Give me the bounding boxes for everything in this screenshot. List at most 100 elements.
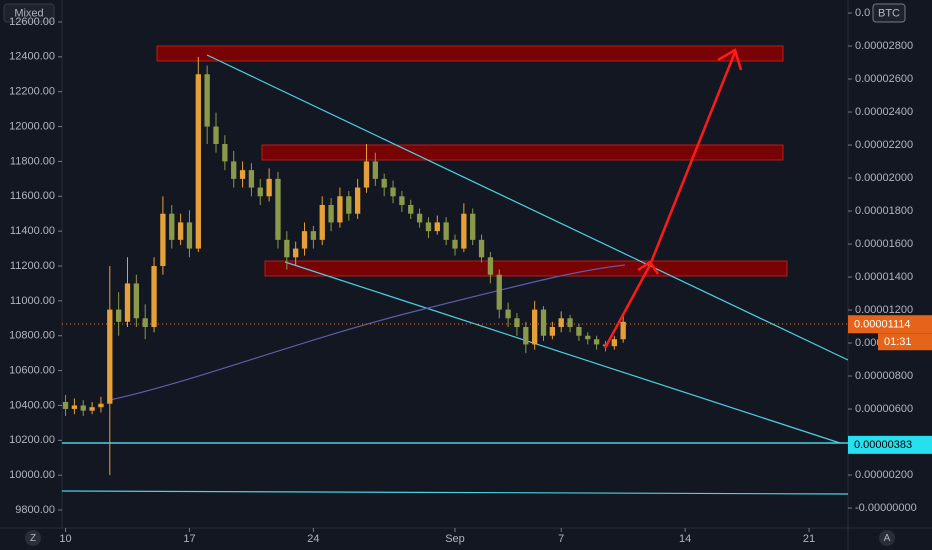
y-tick-label: 10200.00 [9,434,55,446]
x-tick-label: 24 [307,533,319,545]
candle-body [381,178,387,188]
y-tick-label: 10800.00 [9,330,55,342]
button-label[interactable]: A [884,533,891,544]
line-badge-label: 0.00000383 [854,439,912,451]
candle-body [310,231,317,240]
y2-tick-label: 0.00001400 [855,271,913,283]
y2-tick-label: 0.00001800 [855,205,913,217]
countdown-badge [878,333,932,351]
candle-body [611,339,617,347]
candle-body [354,187,361,214]
candle-body [284,239,290,258]
button[interactable] [25,530,41,546]
candle-body [337,196,343,223]
candle-body [115,309,122,322]
y2-tick-label: 0.00002600 [855,73,913,85]
candle-body [549,327,556,336]
button[interactable] [879,530,895,546]
y-tick-label: 10600.00 [9,364,55,376]
y-tick-label: 12200.00 [9,86,55,98]
candle-body [266,178,272,197]
candle-body [71,405,78,409]
candle-body [478,239,485,258]
candle-body [372,161,378,179]
candle-body [62,401,69,409]
button-label[interactable]: Z [30,533,36,544]
countdown-label: 01:31 [884,336,912,348]
candle-body [514,318,520,328]
candle-body [532,309,538,345]
y2-tick-label: 0.0 [855,7,870,19]
y-tick-label: 10000.00 [9,469,55,481]
candle-body [160,213,166,267]
y2-tick-label: 0.00001600 [855,238,913,250]
candle-body [425,222,432,232]
y2-tick-label: 0.00002200 [855,139,913,151]
candle-body [487,257,494,275]
candle-body [585,335,591,340]
candle-body [195,74,201,249]
symbol-badge[interactable] [3,3,55,23]
symbol-label[interactable]: Mixed [14,7,43,19]
x-tick-label: 10 [59,533,71,545]
line-badge [848,435,932,454]
candle-body [558,318,564,328]
candle-body [204,74,210,127]
arrow-head [637,260,660,275]
y-tick-label: 11400.00 [10,225,55,237]
unit-badge[interactable] [872,3,906,23]
candle-body [496,274,502,310]
y2-tick-label: 0.00000800 [855,370,913,382]
candle-body [80,405,86,411]
candle-body [346,196,352,214]
candle-body [443,222,449,240]
candle-body [399,196,405,205]
arrow-head [717,48,743,71]
candle-body [505,309,511,319]
candle-body [620,321,626,340]
candle-body [408,204,414,214]
unit-label[interactable]: BTC [878,7,900,19]
candle-body [593,339,600,345]
candle-body [133,283,140,319]
y2-tick-label: -0.00000000 [855,502,917,514]
price-badge-label: 0.00001114 [854,319,910,331]
y2-tick-label: 0.00002800 [855,40,913,52]
x-tick-label: 21 [803,533,815,545]
candle-body [434,222,440,232]
candle-body [124,283,131,322]
y-tick-label: 9800.00 [15,504,55,516]
x-tick-label: 7 [558,533,564,545]
candle-body [248,170,255,188]
candle-body [169,213,175,240]
candle-body [470,213,476,240]
moving-average [109,264,626,401]
candle-body [257,187,263,197]
y2-tick-label: 0.00001200 [855,304,913,316]
candle-body [231,161,237,179]
candle-body [319,204,325,240]
zone [261,144,784,161]
y2-tick-label: 0.00002000 [855,172,913,184]
price-badge [848,315,932,334]
y-tick-label: 12600.00 [9,16,55,28]
candle-body [151,266,157,328]
candle-body [461,213,467,249]
candle-body [540,309,547,336]
trend-line [284,261,841,444]
candle-body [98,403,104,408]
candle-body [186,222,193,249]
y-tick-label: 11800.00 [10,155,55,167]
y-tick-label: 10400.00 [9,399,55,411]
candle-body [416,213,423,223]
candle-body [363,161,370,188]
candle-body [390,187,396,197]
candle-body [239,170,246,179]
y2-tick-label: 0.00000200 [855,469,913,481]
candle-body [275,178,281,240]
candle-body [523,327,529,345]
y2-tick-label: 0.00002400 [855,106,913,118]
trend-line [206,54,849,361]
candle-body [576,327,582,336]
y-tick-label: 12000.00 [9,120,55,132]
